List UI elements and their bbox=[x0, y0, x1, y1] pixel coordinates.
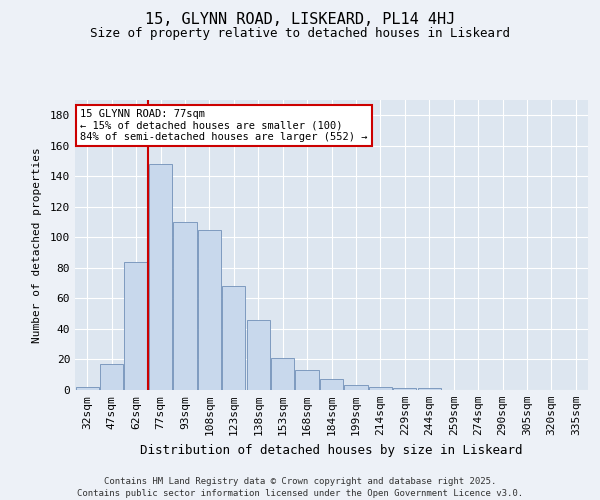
Text: Size of property relative to detached houses in Liskeard: Size of property relative to detached ho… bbox=[90, 28, 510, 40]
Y-axis label: Number of detached properties: Number of detached properties bbox=[32, 147, 41, 343]
Bar bbox=[393, 388, 416, 390]
X-axis label: Distribution of detached houses by size in Liskeard: Distribution of detached houses by size … bbox=[140, 444, 523, 456]
Bar bbox=[247, 320, 270, 390]
Bar bbox=[344, 386, 368, 390]
Bar bbox=[369, 387, 392, 390]
Bar bbox=[198, 230, 221, 390]
Bar bbox=[222, 286, 245, 390]
Text: 15 GLYNN ROAD: 77sqm
← 15% of detached houses are smaller (100)
84% of semi-deta: 15 GLYNN ROAD: 77sqm ← 15% of detached h… bbox=[80, 108, 368, 142]
Text: Contains HM Land Registry data © Crown copyright and database right 2025.
Contai: Contains HM Land Registry data © Crown c… bbox=[77, 476, 523, 498]
Bar bbox=[418, 388, 441, 390]
Bar bbox=[149, 164, 172, 390]
Bar bbox=[173, 222, 197, 390]
Bar bbox=[124, 262, 148, 390]
Bar bbox=[100, 364, 123, 390]
Bar bbox=[320, 380, 343, 390]
Bar bbox=[271, 358, 294, 390]
Bar bbox=[76, 387, 99, 390]
Text: 15, GLYNN ROAD, LISKEARD, PL14 4HJ: 15, GLYNN ROAD, LISKEARD, PL14 4HJ bbox=[145, 12, 455, 28]
Bar bbox=[295, 370, 319, 390]
